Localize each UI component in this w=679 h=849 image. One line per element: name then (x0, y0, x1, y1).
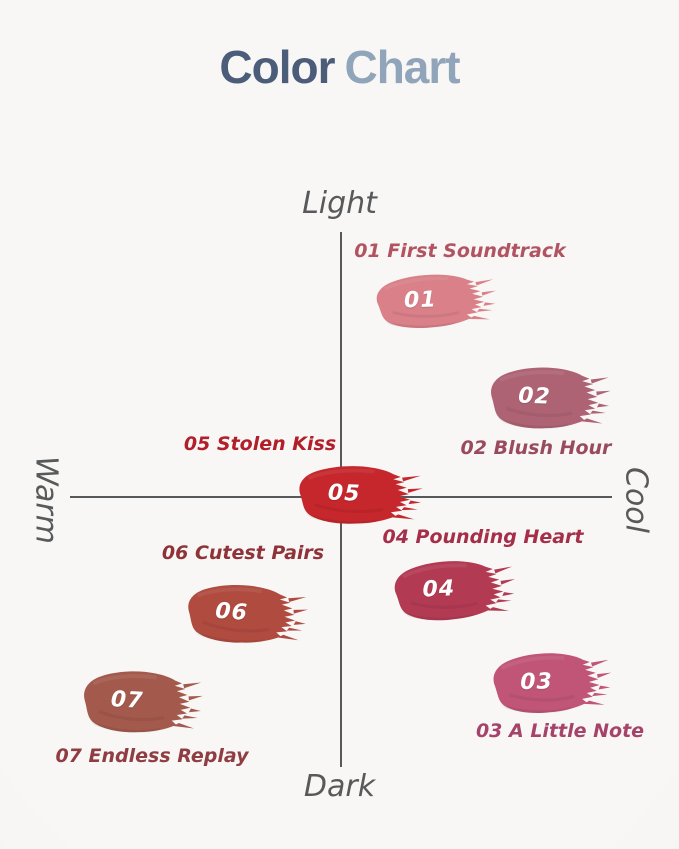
axis-label-dark: Dark (303, 769, 376, 804)
swatch-number-07: 07 (110, 686, 145, 714)
swatch-01: 01 (364, 268, 498, 337)
swatch-number-06: 06 (214, 598, 249, 626)
swatch-number-03: 03 (520, 669, 554, 695)
swatch-label-01: 01 First Soundtrack (354, 240, 566, 262)
title-word-chart: Chart (344, 41, 460, 93)
swatch-number-01: 01 (403, 287, 438, 314)
swatch-07: 07 (70, 663, 205, 744)
swatch-06: 06 (174, 575, 311, 654)
swatch-label-07: 07 Endless Replay (55, 745, 249, 767)
swatch-number-05: 05 (327, 480, 361, 507)
axis-label-cool: Cool (618, 467, 654, 533)
swatch-label-04: 04 Pounding Heart (382, 526, 584, 548)
axis-label-warm: Warm (28, 456, 64, 544)
swatch-label-02: 02 Blush Hour (460, 437, 612, 459)
swatch-label-05: 05 Stolen Kiss (183, 433, 337, 455)
swatch-number-02: 02 (517, 383, 552, 410)
axis-label-light: Light (302, 186, 377, 221)
title-word-color: Color (219, 41, 335, 93)
swatch-label-06: 06 Cutest Pairs (161, 542, 325, 564)
swatch-05: 05 (286, 459, 424, 534)
swatch-number-04: 04 (422, 576, 456, 603)
swatch-label-03: 03 A Little Note (475, 720, 645, 742)
swatch-02: 02 (478, 360, 613, 439)
page-title: Color Chart (0, 40, 679, 94)
swatch-04: 04 (382, 554, 517, 630)
swatch-03: 03 (481, 647, 612, 721)
